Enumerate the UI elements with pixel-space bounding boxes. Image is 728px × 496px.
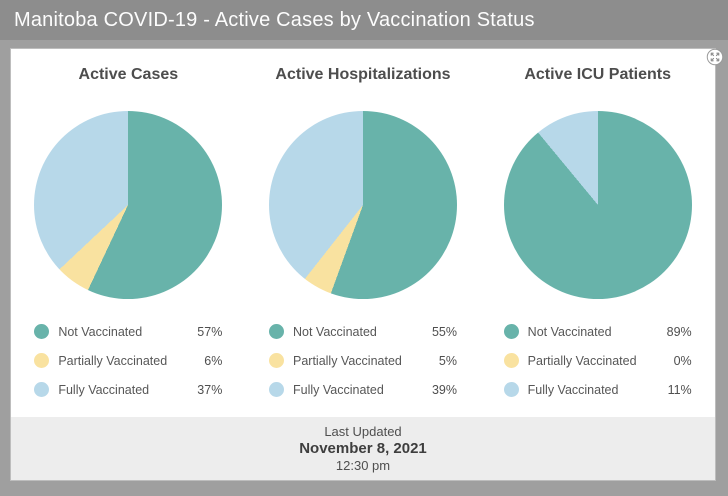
last-updated-footer: Last Updated November 8, 2021 12:30 pm [11,417,715,480]
legend-label: Not Vaccinated [527,324,612,339]
legend-value: 39% [431,382,457,397]
legend-item: Fully Vaccinated 39% [269,375,457,404]
chart-title: Active Hospitalizations [275,66,451,83]
legend-label: Partially Vaccinated [527,353,637,368]
legend-item: Fully Vaccinated 37% [34,375,222,404]
expand-arrows-icon [706,48,724,66]
legend-item: Partially Vaccinated 0% [503,346,692,375]
legend-value: 6% [204,353,223,368]
legend-label: Not Vaccinated [58,324,143,339]
legend-value: 5% [438,353,457,368]
legend-swatch-icon [34,382,50,397]
dashboard-header: Manitoba COVID-19 - Active Cases by Vacc… [0,0,728,40]
legend: Not Vaccinated 57% Partially Vaccinated … [34,317,222,404]
last-updated-time: 12:30 pm [335,457,391,473]
legend-label: Partially Vaccinated [58,353,168,368]
legend-value: 57% [197,324,223,339]
last-updated-label: Last Updated [324,423,402,439]
page-title: Manitoba COVID-19 - Active Cases by Vacc… [14,8,535,31]
legend-label: Not Vaccinated [293,324,377,339]
expand-button[interactable] [706,48,724,66]
legend-item: Partially Vaccinated 6% [34,346,222,375]
legend-label: Partially Vaccinated [293,353,402,368]
legend-swatch-icon [503,353,519,368]
pie-chart-active-cases[interactable] [34,111,223,299]
legend-label: Fully Vaccinated [527,382,619,397]
legend-item: Fully Vaccinated 11% [503,375,692,404]
legend-value: 55% [431,324,457,339]
pie-chart-active-icu-patients[interactable] [503,111,692,299]
legend-item: Not Vaccinated 57% [34,317,222,346]
legend: Not Vaccinated 55% Partially Vaccinated … [269,317,457,404]
legend-value: 89% [666,324,692,339]
legend-swatch-icon [269,324,284,339]
legend-label: Fully Vaccinated [293,382,384,397]
legend-swatch-icon [34,353,50,368]
legend-swatch-icon [269,353,284,368]
legend: Not Vaccinated 89% Partially Vaccinated … [503,317,692,404]
legend-swatch-icon [503,324,519,339]
pie-chart-active-hospitalizations[interactable] [269,111,457,299]
chart-title: Active Cases [78,66,179,83]
legend-value: 11% [667,382,692,397]
legend-swatch-icon [503,382,519,397]
legend-item: Not Vaccinated 55% [269,317,457,346]
legend-value: 0% [673,353,692,368]
last-updated-date: November 8, 2021 [299,439,427,457]
chart-column-active-cases: Active Cases Not Vaccinated 57% Partiall… [11,49,246,417]
chart-column-active-hospitalizations: Active Hospitalizations Not Vaccinated 5… [246,49,481,417]
legend-value: 37% [197,382,223,397]
legend-swatch-icon [34,324,50,339]
legend-item: Partially Vaccinated 5% [269,346,457,375]
legend-item: Not Vaccinated 89% [503,317,692,346]
chart-column-active-icu-patients: Active ICU Patients Not Vaccinated 89% P… [480,49,715,417]
dashboard-panel: Active Cases Not Vaccinated 57% Partiall… [10,48,724,481]
chart-title: Active ICU Patients [524,66,672,83]
legend-swatch-icon [269,382,284,397]
charts-area: Active Cases Not Vaccinated 57% Partiall… [11,49,715,417]
legend-label: Fully Vaccinated [58,382,150,397]
